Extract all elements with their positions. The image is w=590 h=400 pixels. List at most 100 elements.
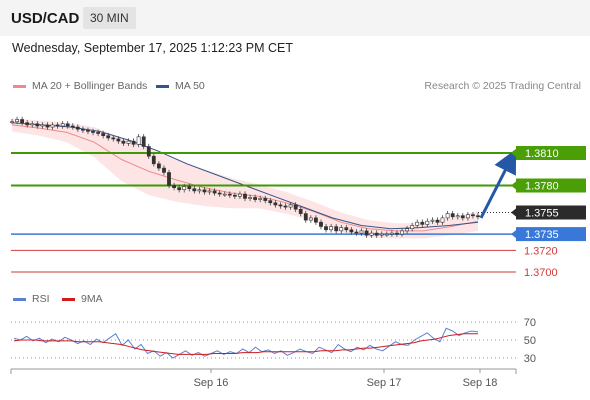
legend-rsi: RSI <box>13 293 50 305</box>
candle-body <box>420 221 425 225</box>
candle-body <box>339 227 344 232</box>
candle-body <box>389 232 394 235</box>
candle-body <box>415 221 420 226</box>
label-1-3810-box <box>516 146 586 160</box>
candle-body <box>298 209 303 214</box>
candle-body <box>45 124 50 128</box>
legend-ma20-label: MA 20 + Bollinger Bands <box>32 80 148 92</box>
candle-body <box>374 232 379 236</box>
label-1-3700: 1.3700 <box>524 267 558 279</box>
label-1-3735-pointer <box>511 230 516 239</box>
candle-body <box>126 140 131 144</box>
candle-body <box>273 202 278 206</box>
candle-body <box>288 204 293 208</box>
candle-body <box>20 119 25 124</box>
candle-body <box>86 130 90 132</box>
ma50-swatch <box>156 84 169 88</box>
candle-body <box>268 200 273 204</box>
candle-body <box>10 121 14 123</box>
rsi-tick-label: 50 <box>524 335 536 347</box>
9ma-swatch <box>62 297 75 301</box>
candle-body <box>96 132 101 134</box>
candle-body <box>233 194 237 197</box>
research-credit: Research © 2025 Trading Central <box>424 80 581 92</box>
candle-body <box>81 128 85 131</box>
chart-header: USD/CAD 30 MIN <box>0 0 590 36</box>
candle-body <box>136 136 141 145</box>
label-1-3755-pointer <box>511 208 516 217</box>
candle-body <box>283 205 288 208</box>
candle-body <box>460 215 465 219</box>
legend-9ma-label: 9MA <box>81 293 103 305</box>
rsi-tick-label: 30 <box>524 353 536 365</box>
candle-body <box>278 204 283 207</box>
candle-body <box>450 213 455 218</box>
candle-body <box>455 215 460 218</box>
candle-body <box>182 186 187 191</box>
candle-body <box>141 136 146 147</box>
candle-body <box>379 233 384 236</box>
bollinger-band <box>12 118 478 239</box>
legend-rsi-label: RSI <box>32 293 50 305</box>
candle-body <box>349 229 354 233</box>
candle-body <box>344 227 349 231</box>
candle-body <box>425 220 430 225</box>
label-1-3755-box <box>516 205 586 220</box>
rsi-9ma-line <box>13 333 478 355</box>
candle-body <box>440 217 445 223</box>
candle-body <box>324 226 328 231</box>
candle-body <box>65 123 70 127</box>
rsi-swatch <box>13 297 26 301</box>
candle-body <box>308 217 313 221</box>
ma20-swatch <box>13 84 26 88</box>
candle-body <box>476 215 480 218</box>
legend-ma20-bollinger: MA 20 + Bollinger Bands <box>13 80 147 92</box>
candle-body <box>212 190 217 194</box>
candle-body <box>202 189 207 193</box>
candle-body <box>258 198 263 200</box>
legend-ma50-label: MA 50 <box>175 80 205 92</box>
label-1-3810-pointer <box>511 149 516 157</box>
label-1-3735: 1.3735 <box>525 229 559 241</box>
candle-body <box>405 228 410 232</box>
candle-body <box>400 230 404 235</box>
candle-body <box>91 131 95 133</box>
legend-ma50: MA 50 <box>156 80 205 92</box>
timestamp: Wednesday, September 17, 2025 1:12:23 PM… <box>12 41 293 55</box>
candle-body <box>187 186 192 190</box>
candle-body <box>435 219 440 223</box>
candle-body <box>470 214 475 217</box>
interval-badge[interactable]: 30 MIN <box>83 7 136 29</box>
candle-body <box>303 213 308 221</box>
candle-body <box>25 122 30 126</box>
candle-body <box>222 193 227 196</box>
candle-body <box>445 213 450 219</box>
candle-body <box>197 189 202 192</box>
candle-body <box>172 185 177 189</box>
candle-body <box>111 137 116 140</box>
candle-body <box>430 219 435 222</box>
candle-body <box>395 232 399 235</box>
candle-body <box>354 231 359 234</box>
rsi-tick-label: 70 <box>524 317 536 329</box>
x-tick-label-sep17: Sep 17 <box>367 377 402 389</box>
candle-body <box>15 119 20 123</box>
candle-body <box>35 123 40 127</box>
candle-body <box>319 221 323 227</box>
candle-body <box>207 190 212 193</box>
candle-body <box>359 230 364 234</box>
symbol-title: USD/CAD <box>11 10 80 27</box>
candle-body <box>70 125 75 128</box>
candle-body <box>146 146 151 157</box>
candle-body <box>465 214 470 219</box>
candle-body <box>106 135 111 139</box>
candle-body <box>162 167 166 173</box>
legend-9ma: 9MA <box>62 293 103 305</box>
label-1-3735-box <box>516 227 586 242</box>
candle-body <box>217 192 222 195</box>
candle-body <box>410 225 415 230</box>
x-tick-label-sep16: Sep 16 <box>194 377 229 389</box>
candle-body <box>40 124 45 127</box>
candle-body <box>101 133 106 137</box>
